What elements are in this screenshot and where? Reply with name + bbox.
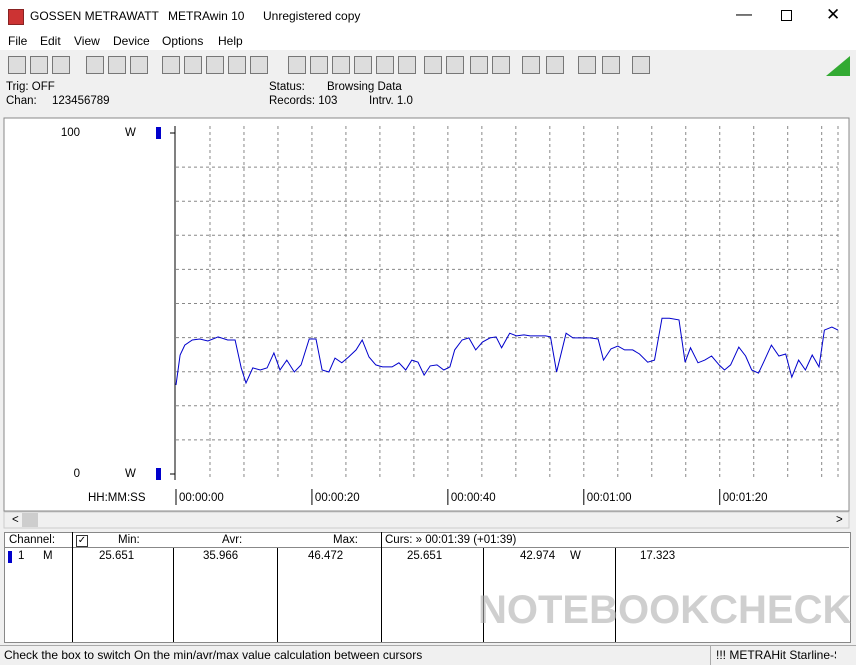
toolbar-button[interactable]: [602, 56, 620, 74]
table-cell: 46.472: [308, 550, 344, 562]
info-text: 123456789: [52, 95, 110, 107]
menu-item[interactable]: Device: [113, 34, 150, 48]
status-bar: [0, 645, 856, 665]
y-tick-label: 0: [74, 468, 80, 480]
x-tick-label: 00:00:00: [179, 492, 224, 504]
x-tick-label: 00:01:20: [723, 492, 768, 504]
toolbar-button[interactable]: [52, 56, 70, 74]
x-axis-label: HH:MM:SS: [88, 492, 146, 504]
table-rule: [173, 548, 174, 642]
close-button[interactable]: ✕: [826, 5, 841, 24]
toolbar-button[interactable]: [632, 56, 650, 74]
app-icon: [8, 9, 24, 25]
toolbar-button[interactable]: [86, 56, 104, 74]
menu-item[interactable]: File: [8, 34, 28, 48]
table-rule: [72, 532, 73, 642]
scroll-left[interactable]: <: [12, 514, 19, 526]
channel-marker: [156, 468, 161, 480]
title-bar: [0, 0, 856, 32]
y-unit: W: [125, 127, 136, 139]
toolbar-button[interactable]: [228, 56, 246, 74]
data-line: [175, 317, 839, 386]
menu-bar: [0, 32, 856, 50]
info-text: Browsing Data: [327, 81, 402, 93]
toolbar-button[interactable]: [206, 56, 224, 74]
y-tick-label: 100: [61, 127, 80, 139]
toolbar-button[interactable]: [8, 56, 26, 74]
toolbar-button[interactable]: [398, 56, 416, 74]
menu-item[interactable]: Help: [218, 34, 243, 48]
toolbar-button[interactable]: [184, 56, 202, 74]
toolbar-button[interactable]: [162, 56, 180, 74]
table-cell: 1: [18, 550, 25, 562]
status-text: !!! METRAHit Starline-Se: [716, 648, 836, 662]
table-cell: 25.651: [407, 550, 443, 562]
toolbar-button[interactable]: [522, 56, 540, 74]
table-cell: 35.966: [203, 550, 239, 562]
toolbar-button[interactable]: [108, 56, 126, 74]
table-rule: [277, 548, 278, 642]
x-tick-label: 00:01:00: [587, 492, 632, 504]
toolbar-button[interactable]: [578, 56, 596, 74]
table-header: Min:: [118, 534, 140, 546]
toolbar-button[interactable]: [470, 56, 488, 74]
info-text: Trig: OFF: [6, 81, 55, 93]
toolbar-button[interactable]: [376, 56, 394, 74]
toolbar-button[interactable]: [30, 56, 48, 74]
table-header: Max:: [333, 534, 358, 546]
table-rule: [615, 548, 616, 642]
info-text: Records: 103: [269, 95, 338, 107]
toolbar-button[interactable]: [446, 56, 464, 74]
toolbar-button[interactable]: [424, 56, 442, 74]
y-unit: W: [125, 468, 136, 480]
info-text: Status:: [269, 81, 305, 93]
scrollbar[interactable]: [3, 511, 850, 529]
scroll-right[interactable]: >: [836, 514, 843, 526]
toolbar: [0, 52, 856, 78]
table-rule: [4, 547, 849, 548]
menu-item[interactable]: View: [74, 34, 100, 48]
table-rule: [483, 548, 484, 642]
chart: < > 0 W 100 W HH:MM:SS 00:00:00 00:00:20 00:00:…: [3, 117, 850, 529]
toolbar-button[interactable]: [288, 56, 306, 74]
info-text: Intrv. 1.0: [369, 95, 413, 107]
status-text: Check the box to switch On the min/avr/m…: [4, 648, 423, 662]
table-rule: [381, 532, 382, 642]
toolbar-button[interactable]: [130, 56, 148, 74]
channel-marker: [156, 127, 161, 139]
toolbar-button[interactable]: [354, 56, 372, 74]
x-tick-label: 00:00:20: [315, 492, 360, 504]
toolbar-button[interactable]: [546, 56, 564, 74]
watermark: NOTEBOOKCHECK: [478, 588, 852, 632]
table-cell: M: [43, 550, 53, 562]
title-text: GOSSEN METRAWATT: [30, 9, 159, 23]
table-cell: W: [570, 550, 581, 562]
status-divider: [710, 646, 711, 665]
table-cell: 25.651: [99, 550, 135, 562]
toolbar-button[interactable]: [310, 56, 328, 74]
menu-item[interactable]: Options: [162, 34, 204, 48]
menu-item[interactable]: Edit: [40, 34, 61, 48]
status-indicator: [826, 56, 850, 76]
toolbar-button[interactable]: [492, 56, 510, 74]
title-text: Unregistered copy: [263, 9, 361, 23]
chart-panel: [3, 117, 850, 512]
table-header: Channel:: [9, 534, 56, 546]
table-panel: [4, 532, 851, 643]
table-cell: 17.323: [640, 550, 676, 562]
toolbar-button[interactable]: [332, 56, 350, 74]
info-text: Chan:: [6, 95, 37, 107]
channel-color: [8, 551, 12, 563]
x-tick-label: 00:00:40: [451, 492, 496, 504]
minimize-button[interactable]: —: [736, 6, 752, 23]
toolbar-button[interactable]: [250, 56, 268, 74]
scrollbar-thumb[interactable]: [22, 513, 38, 527]
table-header: Avr:: [222, 534, 243, 546]
title-text: METRAwin 10: [168, 9, 245, 23]
table-header: Curs: » 00:01:39 (+01:39): [385, 534, 517, 546]
maximize-button[interactable]: [781, 10, 792, 21]
checkbox[interactable]: ✓: [76, 535, 88, 547]
table-cell: 42.974: [520, 550, 556, 562]
